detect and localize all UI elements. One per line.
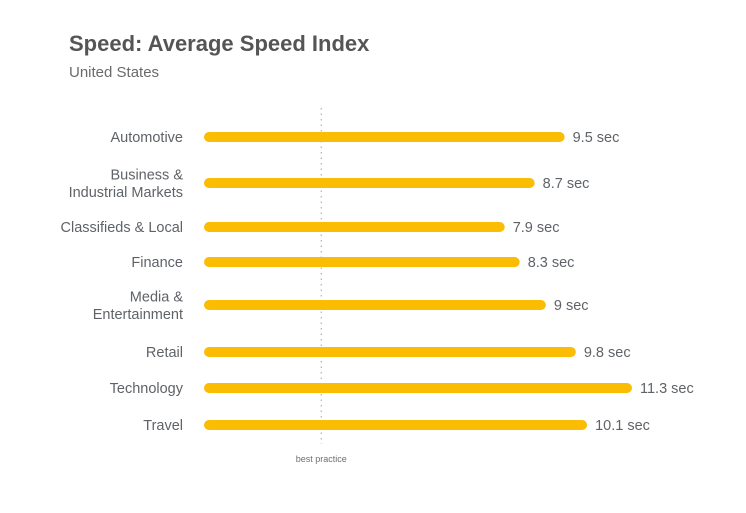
bar-value-label: 8.3 sec [528,255,575,271]
bar-value-label: 7.9 sec [513,220,560,236]
bar [204,178,535,188]
bar [204,222,505,232]
bar-value-label: 8.7 sec [543,176,590,192]
bar-value-label: 10.1 sec [595,418,650,434]
category-label: Automotive [110,130,183,146]
page-subtitle: United States [69,64,160,81]
category-label: Media & Entertainment [93,289,184,323]
category-label: Travel [143,418,183,434]
category-label: Classifieds & Local [61,220,184,236]
bar-value-label: 11.3 sec [640,381,694,397]
category-label: Business & Industrial Markets [69,167,184,201]
bar-value-label: 9 sec [554,298,589,314]
bar [204,383,632,393]
bar-value-label: 9.8 sec [584,345,631,361]
bar-value-label: 9.5 sec [573,130,620,146]
reference-line-label: best practice [296,454,347,464]
page-title: Speed: Average Speed Index [69,31,370,56]
category-label: Retail [146,345,183,361]
bar [204,300,546,310]
bar [204,132,565,142]
category-label: Technology [110,381,184,397]
bar [204,420,588,430]
bar [204,347,576,357]
bar [204,257,520,267]
category-label: Finance [131,255,183,271]
